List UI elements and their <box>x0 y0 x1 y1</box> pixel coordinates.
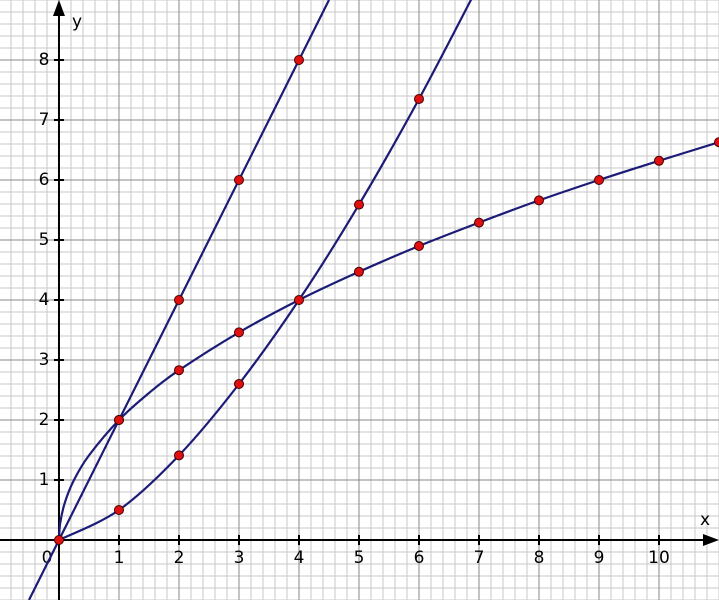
x-tick-label: 10 <box>648 548 670 568</box>
point <box>53 535 64 545</box>
point <box>353 199 364 210</box>
y-tick-label: 4 <box>39 290 50 310</box>
x-axis-label: x <box>700 510 710 530</box>
point <box>173 450 184 461</box>
point <box>413 241 424 251</box>
point <box>473 217 484 228</box>
curve <box>58 0 473 541</box>
x-tick-label: 6 <box>414 548 425 568</box>
x-tick-label: 7 <box>474 548 485 568</box>
point <box>173 295 184 305</box>
y-axis-label: y <box>72 12 82 32</box>
y-tick-label: 3 <box>39 350 50 370</box>
x-tick-label: 9 <box>594 548 605 568</box>
point <box>533 195 544 206</box>
y-tick-label: 1 <box>39 470 50 490</box>
point <box>113 415 124 425</box>
point <box>233 327 244 338</box>
x-tick-label: 3 <box>234 548 245 568</box>
point <box>593 175 604 185</box>
point <box>353 266 364 277</box>
point <box>714 137 719 148</box>
y-tick-label: 7 <box>39 110 50 130</box>
point <box>293 295 304 305</box>
point <box>233 175 244 185</box>
y-tick-label: 5 <box>39 230 50 250</box>
x-tick-label: 2 <box>174 548 185 568</box>
point <box>293 55 304 65</box>
x-tick-label: 4 <box>294 548 305 568</box>
markers <box>53 55 719 545</box>
y-axis-arrow <box>52 0 65 16</box>
x-tick-label: 1 <box>114 548 125 568</box>
point <box>413 94 424 104</box>
point <box>233 379 244 389</box>
x-tick-label: 5 <box>354 548 365 568</box>
x-tick-label: 8 <box>534 548 545 568</box>
point <box>653 155 664 166</box>
point <box>113 505 124 515</box>
x-axis-arrow <box>703 534 719 546</box>
point <box>173 365 184 376</box>
y-tick-label: 2 <box>39 410 50 430</box>
y-tick-label: 8 <box>39 50 50 70</box>
x-tick-label: 0 <box>42 548 53 568</box>
y-tick-label: 6 <box>39 170 50 190</box>
